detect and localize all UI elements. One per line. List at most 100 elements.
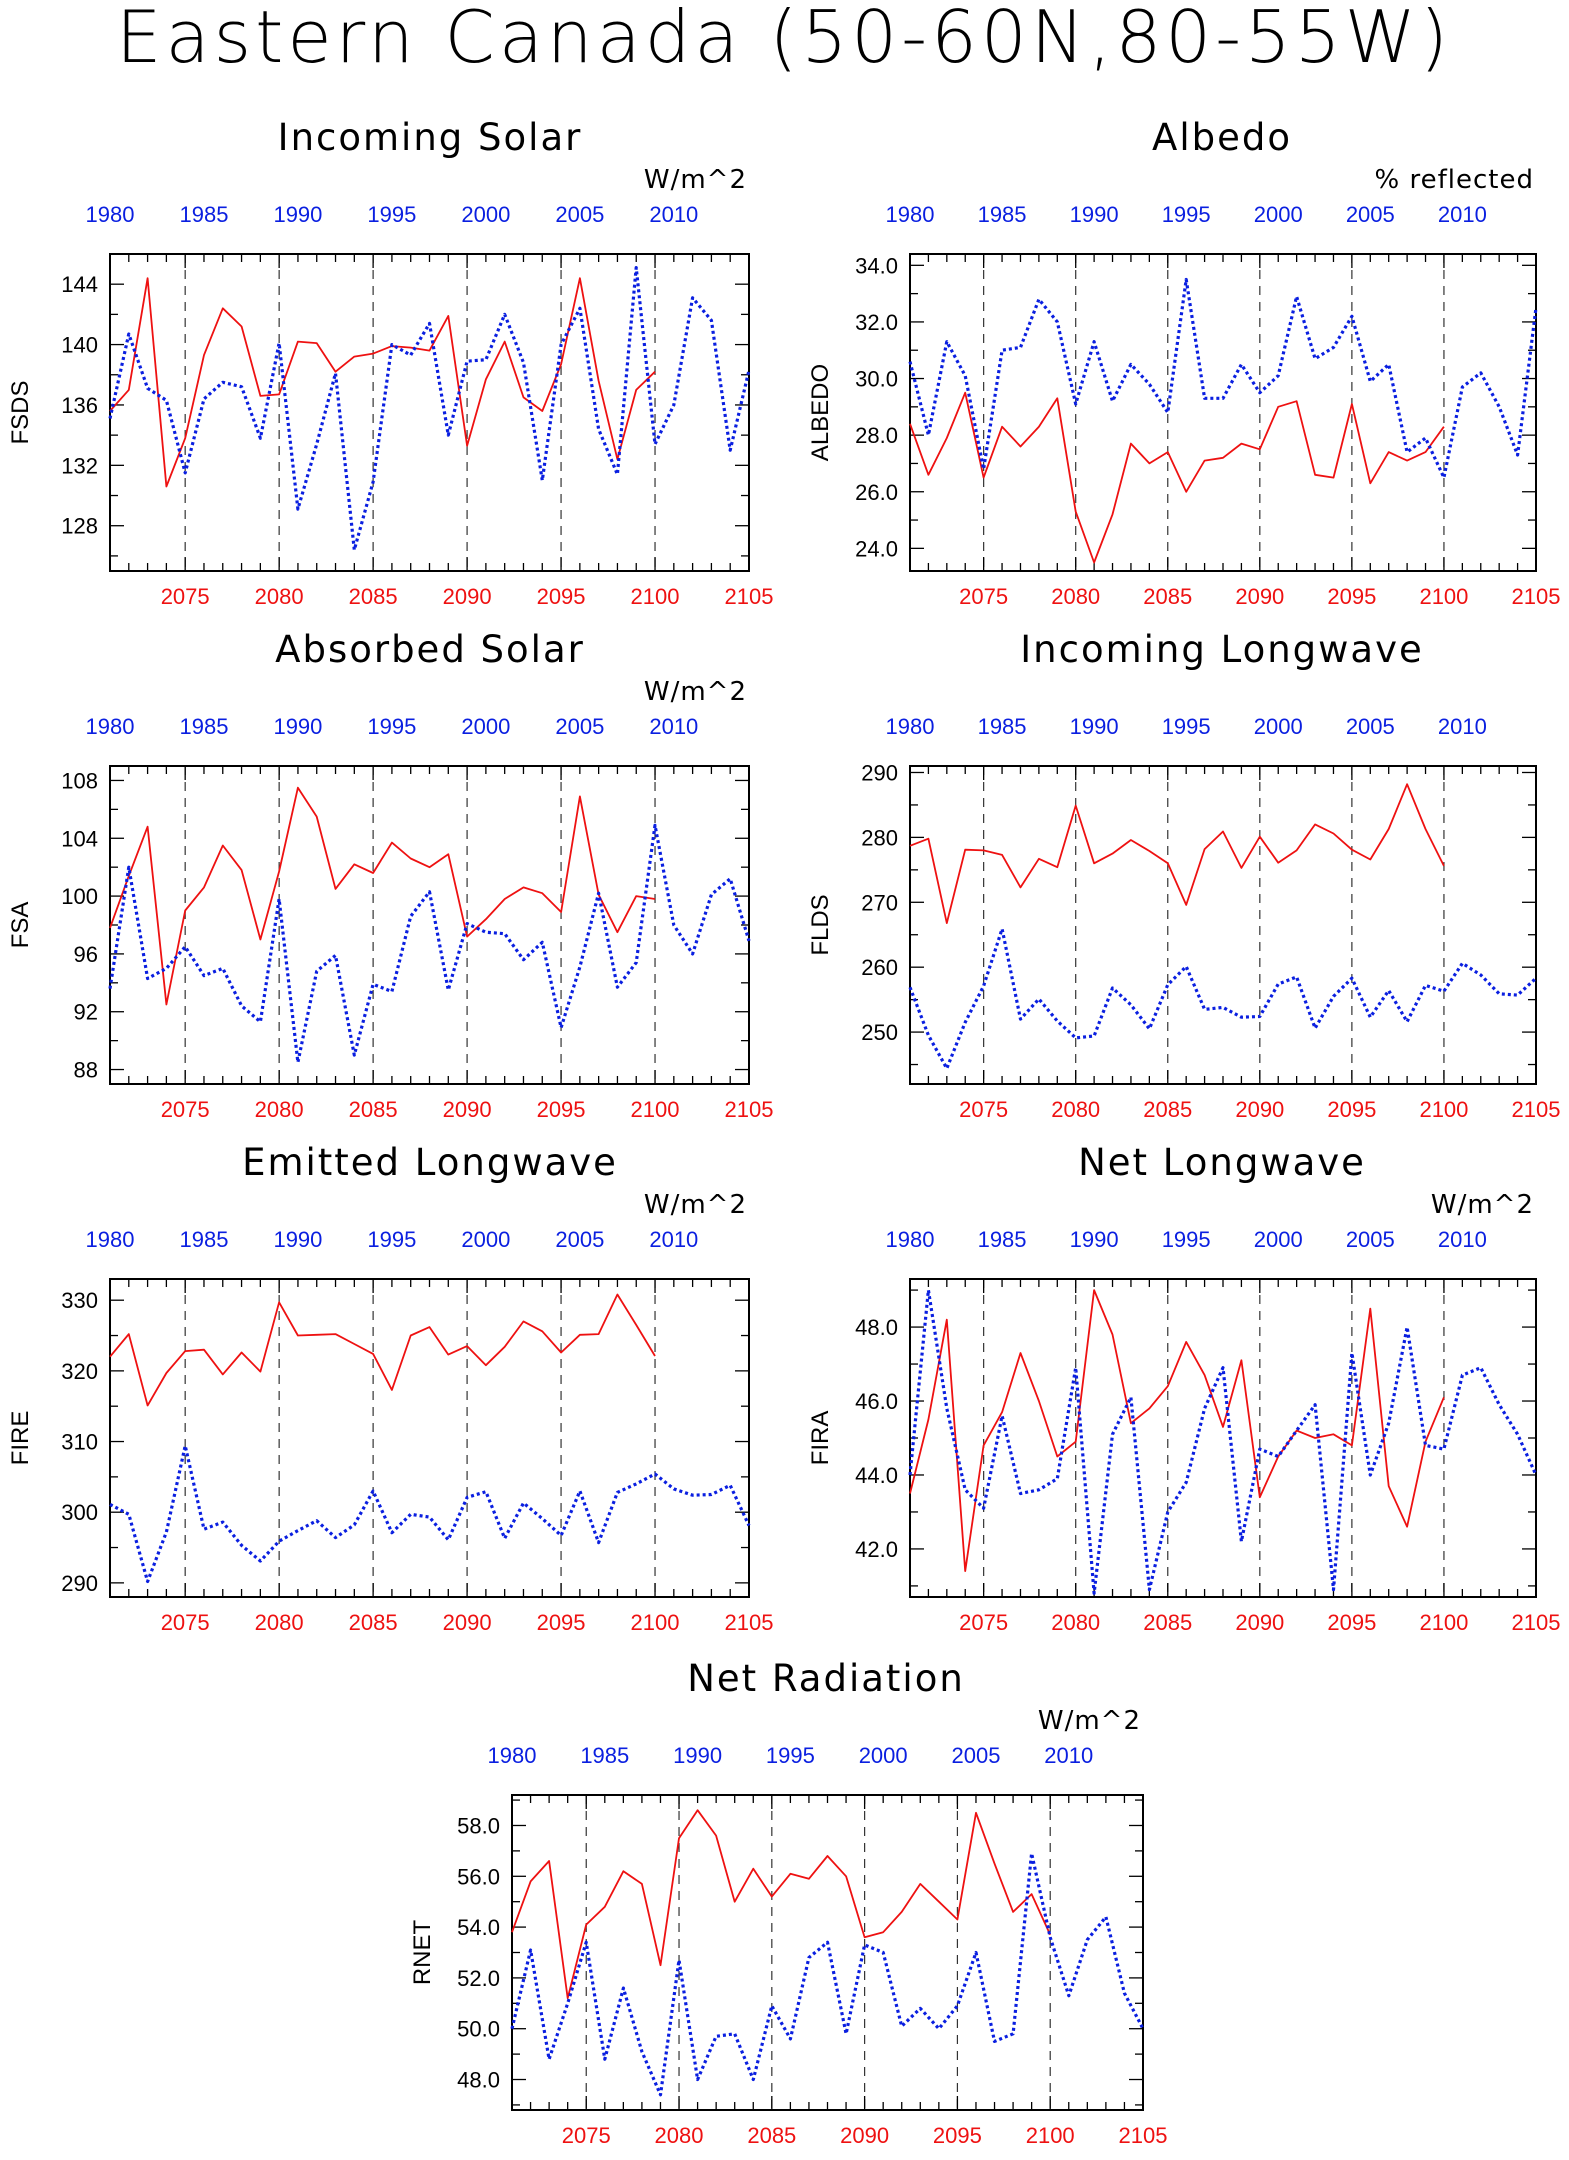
y-tick-label: 250 <box>861 1020 898 1045</box>
x-tick-label-top: 1995 <box>367 202 416 227</box>
x-tick-label-bottom: 2100 <box>631 1610 680 1635</box>
x-tick-label-bottom: 2075 <box>161 1610 210 1635</box>
x-tick-label-top: 2010 <box>1438 202 1487 227</box>
series-line-1980-2014 <box>108 823 751 1064</box>
x-tick-label-bottom: 2095 <box>537 1610 586 1635</box>
series-line-2071-2100 <box>109 786 656 1006</box>
x-tick-label-bottom: 2075 <box>562 2123 611 2148</box>
x-tick-label-top: 2010 <box>649 1227 698 1252</box>
x-tick-label-top: 2000 <box>1254 1227 1303 1252</box>
y-tick-label: 320 <box>61 1359 98 1384</box>
x-tick-label-top: 1980 <box>886 714 935 739</box>
plot-frame <box>109 765 750 1085</box>
x-tick-label-top: 1985 <box>179 202 228 227</box>
panel-title: Net Radiation <box>687 1657 965 1700</box>
y-tick-label: 144 <box>61 272 98 297</box>
x-tick-label-top: 2010 <box>1044 1743 1093 1768</box>
y-tick-label: 100 <box>61 884 98 909</box>
plot-frame <box>909 1278 1537 1598</box>
y-axis-label: FSDS <box>7 380 34 444</box>
x-tick-label-top: 1980 <box>886 202 935 227</box>
x-tick-label-top: 1985 <box>580 1743 629 1768</box>
series-line-2071-2100 <box>109 277 656 488</box>
panel-title: Absorbed Solar <box>275 628 585 671</box>
x-tick-label-top: 2010 <box>1438 1227 1487 1252</box>
x-tick-label-bottom: 2095 <box>537 1097 586 1122</box>
y-tick-label: 58.0 <box>457 1813 500 1838</box>
x-tick-label-top: 1980 <box>86 202 135 227</box>
x-tick-label-bottom: 2085 <box>349 584 398 609</box>
x-tick-label-top: 1990 <box>1070 1227 1119 1252</box>
x-tick-label-top: 2000 <box>859 1743 908 1768</box>
x-tick-label-bottom: 2100 <box>1419 1610 1468 1635</box>
x-tick-label-bottom: 2090 <box>1235 584 1284 609</box>
chart-panel-2: Albedo % reflected ALBEDO 2075 2080 2085 2090 2… <box>807 116 1560 609</box>
x-tick-label-bottom: 2105 <box>1512 584 1561 609</box>
x-tick-label-top: 2005 <box>555 714 604 739</box>
x-tick-label-bottom: 2095 <box>1327 584 1376 609</box>
x-tick-label-top: 2000 <box>461 714 510 739</box>
x-tick-label-top: 2010 <box>649 714 698 739</box>
x-tick-label-top: 1990 <box>273 202 322 227</box>
x-tick-label-bottom: 2095 <box>537 584 586 609</box>
y-axis-label: FIRE <box>7 1411 34 1466</box>
x-tick-label-bottom: 2085 <box>349 1610 398 1635</box>
x-tick-label-top: 2005 <box>1346 202 1395 227</box>
series-line-1980-2014 <box>908 277 1538 480</box>
y-tick-label: 50.0 <box>457 2017 500 2042</box>
y-tick-label: 140 <box>61 333 98 358</box>
y-tick-label: 26.0 <box>855 480 898 505</box>
x-tick-label-bottom: 2080 <box>255 1097 304 1122</box>
x-tick-label-bottom: 2095 <box>933 2123 982 2148</box>
x-tick-label-bottom: 2105 <box>1512 1097 1561 1122</box>
y-tick-label: 28.0 <box>855 423 898 448</box>
x-tick-label-top: 1980 <box>86 714 135 739</box>
series-line-2071-2100 <box>909 783 1445 924</box>
x-tick-label-top: 1990 <box>673 1743 722 1768</box>
panel-units: W/m^2 <box>1431 1190 1534 1220</box>
x-tick-label-top: 1995 <box>367 1227 416 1252</box>
y-tick-label: 128 <box>61 514 98 539</box>
x-tick-label-top: 2005 <box>1346 1227 1395 1252</box>
panel-units: W/m^2 <box>644 165 747 195</box>
series-line-2071-2100 <box>909 391 1445 564</box>
x-tick-label-bottom: 2090 <box>443 1610 492 1635</box>
x-tick-label-bottom: 2105 <box>1119 2123 1168 2148</box>
series-line-1980-2014 <box>109 1444 751 1584</box>
y-tick-label: 34.0 <box>855 253 898 278</box>
chart-panel-4: Incoming Longwave FLDS 2075 2080 2085 2090 209… <box>807 628 1560 1122</box>
x-tick-label-bottom: 2105 <box>725 584 774 609</box>
x-tick-label-top: 1985 <box>978 1227 1027 1252</box>
x-tick-label-top: 2000 <box>1254 714 1303 739</box>
x-tick-label-bottom: 2090 <box>443 584 492 609</box>
plot-frame <box>109 1278 750 1598</box>
y-axis-label: ALBEDO <box>807 364 834 461</box>
x-tick-label-bottom: 2100 <box>631 584 680 609</box>
panel-units: % reflected <box>1375 165 1534 195</box>
x-tick-label-top: 1990 <box>1070 202 1119 227</box>
x-tick-label-top: 1990 <box>273 1227 322 1252</box>
plot-frame <box>909 765 1537 1085</box>
plot-frame <box>909 253 1537 572</box>
panel-title: Incoming Longwave <box>1020 628 1424 671</box>
x-tick-label-top: 1990 <box>273 714 322 739</box>
x-tick-label-bottom: 2100 <box>631 1097 680 1122</box>
series-line-1980-2014 <box>108 266 751 552</box>
x-tick-label-top: 2000 <box>461 202 510 227</box>
x-tick-label-bottom: 2080 <box>255 584 304 609</box>
y-axis-label: FIRA <box>807 1411 834 1466</box>
x-tick-label-bottom: 2085 <box>747 2123 796 2148</box>
chart-panel-1: Incoming Solar W/m^2 FSDS 2075 2080 2085 2090 2… <box>7 116 773 609</box>
y-tick-label: 56.0 <box>457 1864 500 1889</box>
x-tick-label-top: 2005 <box>555 202 604 227</box>
panel-title: Albedo <box>1152 116 1292 159</box>
series-line-1980-2014 <box>510 1851 1145 2097</box>
y-tick-label: 46.0 <box>855 1389 898 1414</box>
series-line-1980-2014 <box>908 1288 1538 1595</box>
y-tick-label: 88 <box>74 1058 98 1083</box>
x-tick-label-bottom: 2105 <box>1512 1610 1561 1635</box>
y-tick-label: 290 <box>861 760 898 785</box>
x-tick-label-top: 1985 <box>179 1227 228 1252</box>
y-tick-label: 52.0 <box>457 1966 500 1991</box>
y-tick-label: 132 <box>61 453 98 478</box>
